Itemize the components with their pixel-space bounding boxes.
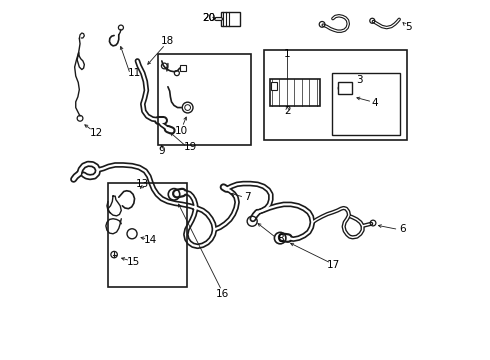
Text: 15: 15 bbox=[127, 257, 141, 267]
Text: 6: 6 bbox=[399, 225, 405, 234]
Text: 1: 1 bbox=[284, 49, 291, 59]
Text: 20: 20 bbox=[202, 13, 215, 23]
Text: 3: 3 bbox=[356, 75, 363, 85]
Text: 5: 5 bbox=[405, 22, 412, 32]
Text: 18: 18 bbox=[161, 36, 174, 46]
Bar bbox=[108, 183, 187, 287]
Bar bbox=[338, 82, 352, 94]
Text: 9: 9 bbox=[158, 146, 165, 156]
Bar bbox=[158, 54, 251, 145]
Text: 14: 14 bbox=[144, 235, 157, 245]
Text: 7: 7 bbox=[245, 192, 251, 202]
Text: 10: 10 bbox=[174, 126, 188, 135]
Bar bbox=[270, 79, 320, 106]
Text: 4: 4 bbox=[371, 98, 378, 108]
Bar bbox=[220, 12, 240, 26]
Bar bbox=[332, 73, 400, 135]
Text: 16: 16 bbox=[216, 289, 229, 299]
Bar bbox=[180, 65, 186, 71]
Bar bbox=[271, 82, 277, 90]
Text: 2: 2 bbox=[284, 106, 291, 116]
Text: 13: 13 bbox=[136, 179, 149, 189]
Text: 11: 11 bbox=[128, 68, 141, 78]
Text: 17: 17 bbox=[327, 260, 341, 270]
Text: 20: 20 bbox=[202, 13, 215, 23]
Bar bbox=[264, 50, 407, 140]
Text: 12: 12 bbox=[90, 128, 103, 138]
Text: 19: 19 bbox=[184, 142, 197, 152]
Text: 8: 8 bbox=[277, 234, 283, 244]
